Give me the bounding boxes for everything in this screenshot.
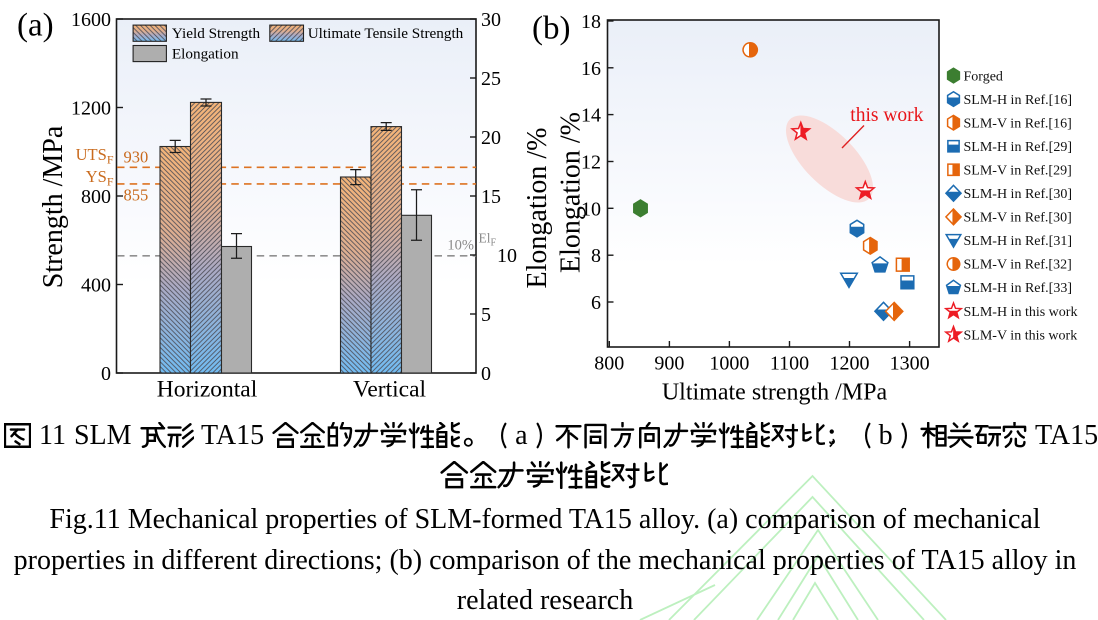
svg-text:855: 855 (124, 186, 149, 205)
svg-text:Ultimate Tensile Strength: Ultimate Tensile Strength (308, 25, 464, 42)
svg-text:SLM-H in this work: SLM-H in this work (964, 305, 1078, 320)
svg-text:SLM-H in Ref.[31]: SLM-H in Ref.[31] (964, 234, 1073, 249)
svg-text:5: 5 (481, 304, 491, 326)
svg-text:this work: this work (850, 105, 923, 126)
svg-text:6: 6 (591, 292, 601, 314)
svg-text:SLM-H in Ref.[29]: SLM-H in Ref.[29] (964, 140, 1073, 155)
svg-text:SLM-V in Ref.[16]: SLM-V in Ref.[16] (964, 116, 1072, 131)
svg-text:Yield Strength: Yield Strength (172, 25, 261, 42)
svg-text:25: 25 (481, 68, 501, 90)
svg-text:1200: 1200 (71, 98, 111, 120)
svg-text:1000: 1000 (709, 353, 749, 375)
svg-text:1600: 1600 (71, 9, 111, 31)
svg-text:1200: 1200 (830, 353, 870, 375)
svg-text:0: 0 (481, 363, 491, 385)
svg-text:10: 10 (497, 245, 517, 267)
svg-text:(a): (a) (17, 8, 54, 44)
svg-text:400: 400 (81, 275, 111, 297)
svg-text:800: 800 (594, 353, 624, 375)
svg-text:YSF: YSF (86, 167, 114, 189)
svg-text:Elongation: Elongation (172, 45, 239, 62)
svg-text:0: 0 (101, 363, 111, 385)
svg-text:20: 20 (481, 127, 501, 149)
svg-text:Elongation /%: Elongation /% (556, 112, 587, 273)
svg-text:SLM-V in Ref.[32]: SLM-V in Ref.[32] (964, 258, 1072, 273)
svg-text:800: 800 (81, 186, 111, 208)
svg-text:SLM-V in Ref.[30]: SLM-V in Ref.[30] (964, 211, 1072, 226)
svg-text:SLM-H in Ref.[16]: SLM-H in Ref.[16] (964, 93, 1073, 108)
svg-text:900: 900 (654, 353, 684, 375)
svg-text:18: 18 (581, 11, 601, 33)
svg-text:30: 30 (481, 9, 501, 31)
svg-text:SLM-H in Ref.[33]: SLM-H in Ref.[33] (964, 281, 1073, 296)
svg-text:1100: 1100 (770, 353, 809, 375)
svg-text:ElF: ElF (479, 231, 497, 249)
svg-text:10: 10 (581, 198, 601, 220)
svg-text:SLM-V in this work: SLM-V in this work (964, 328, 1078, 343)
svg-text:16: 16 (581, 58, 601, 80)
svg-text:Forged: Forged (964, 69, 1003, 84)
svg-text:SLM-V in Ref.[29]: SLM-V in Ref.[29] (964, 164, 1072, 179)
svg-text:SLM-H in Ref.[30]: SLM-H in Ref.[30] (964, 187, 1073, 202)
svg-text:Strength /MPa: Strength /MPa (38, 125, 69, 288)
svg-text:Vertical: Vertical (353, 377, 427, 403)
svg-text:Horizontal: Horizontal (157, 377, 258, 403)
svg-text:14: 14 (581, 105, 601, 127)
svg-text:Ultimate strength /MPa: Ultimate strength /MPa (662, 380, 888, 406)
svg-text:(b): (b) (532, 11, 570, 47)
svg-text:10%: 10% (447, 238, 474, 254)
svg-text:8: 8 (591, 245, 601, 267)
svg-text:Elongation /%: Elongation /% (522, 128, 553, 289)
svg-text:1300: 1300 (890, 353, 930, 375)
svg-text:UTSF: UTSF (76, 145, 114, 167)
svg-text:12: 12 (581, 152, 601, 174)
svg-text:15: 15 (481, 186, 501, 208)
svg-text:930: 930 (124, 148, 149, 167)
